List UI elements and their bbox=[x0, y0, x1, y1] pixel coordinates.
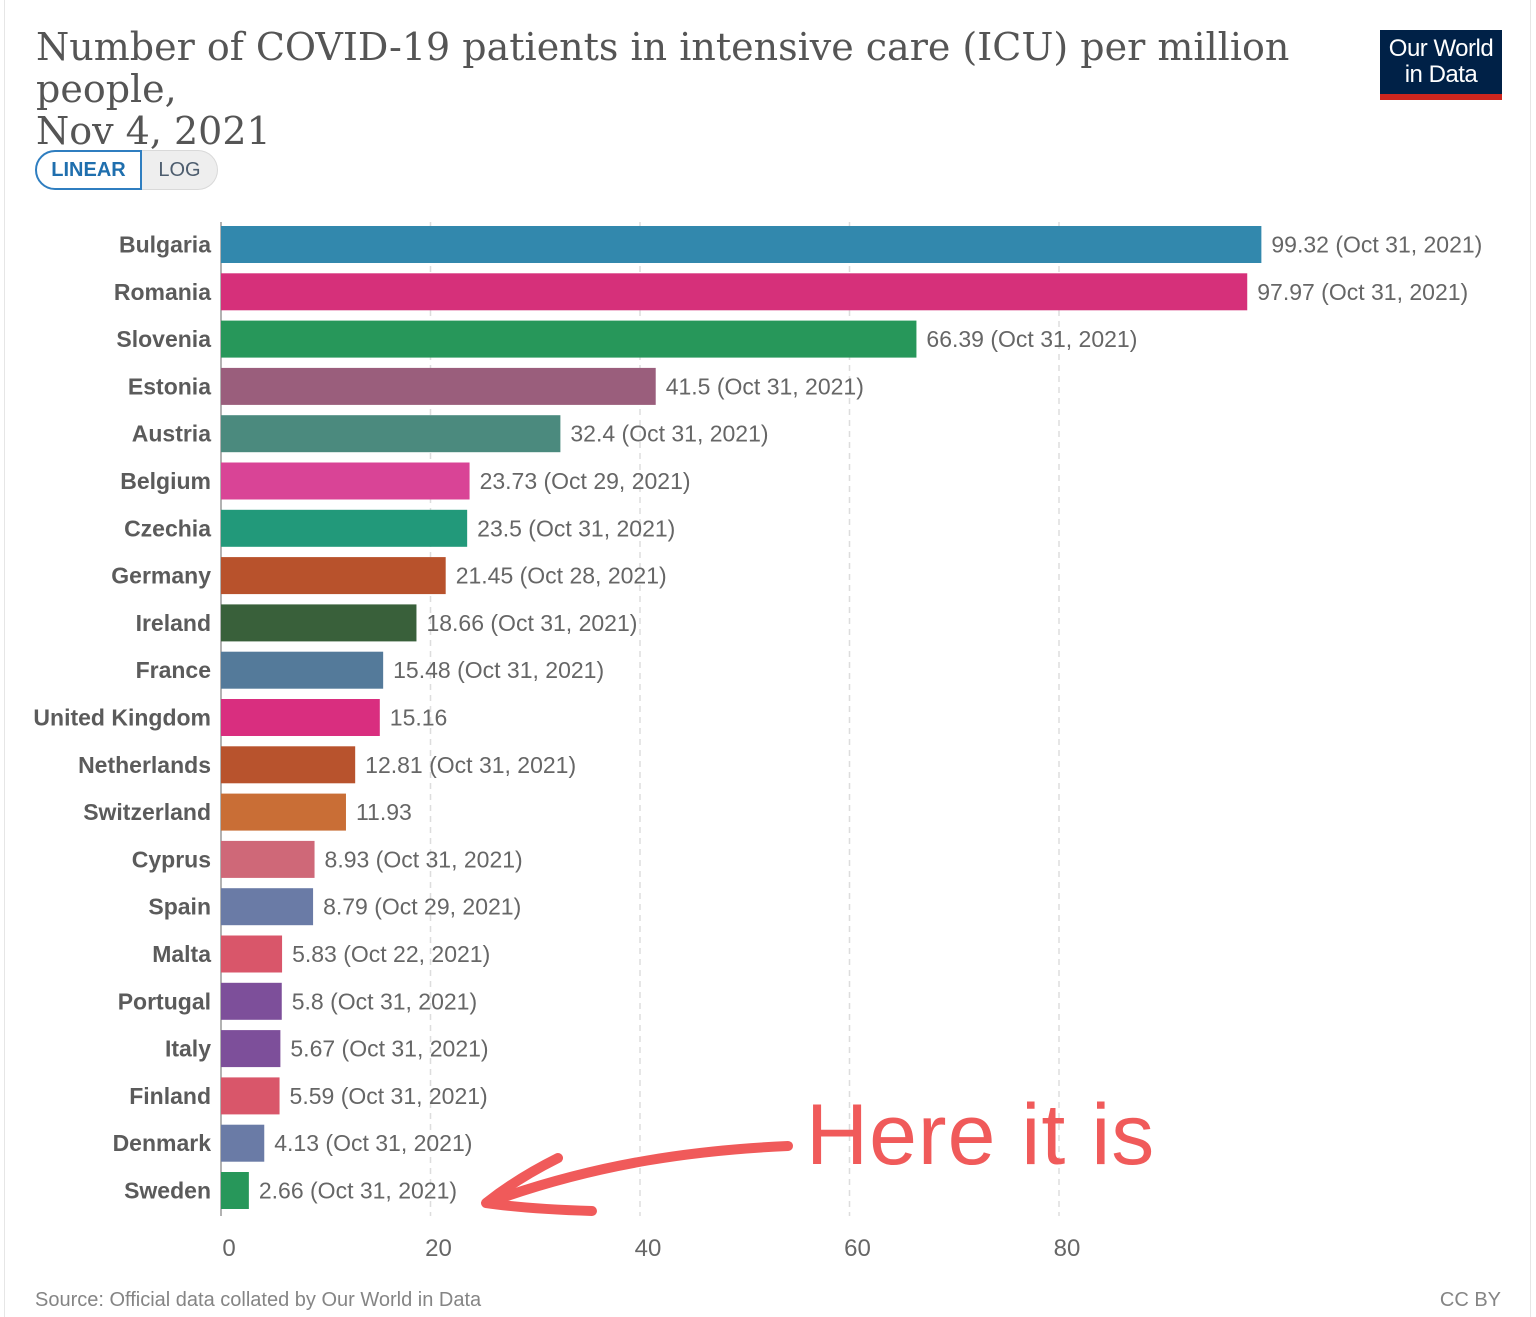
category-label: United Kingdom bbox=[33, 705, 211, 731]
value-label: 2.66 (Oct 31, 2021) bbox=[259, 1178, 457, 1204]
value-label: 23.73 (Oct 29, 2021) bbox=[480, 468, 691, 494]
category-label: Ireland bbox=[136, 610, 211, 636]
value-label: 12.81 (Oct 31, 2021) bbox=[365, 752, 576, 778]
category-label: Slovenia bbox=[116, 326, 211, 352]
category-label: Portugal bbox=[118, 988, 211, 1014]
license-link[interactable]: CC BY bbox=[1439, 1289, 1501, 1311]
value-label: 97.97 (Oct 31, 2021) bbox=[1257, 279, 1468, 305]
logo-line1: Our World bbox=[1388, 35, 1494, 62]
value-label: 5.8 (Oct 31, 2021) bbox=[292, 988, 477, 1014]
value-label: 5.83 (Oct 22, 2021) bbox=[292, 941, 490, 967]
category-label: Spain bbox=[148, 894, 211, 920]
category-label: Estonia bbox=[128, 373, 211, 399]
category-label: Bulgaria bbox=[119, 232, 211, 258]
x-tick-label: 40 bbox=[635, 1235, 662, 1262]
x-tick-label: 60 bbox=[844, 1235, 871, 1262]
bar bbox=[221, 462, 470, 500]
value-label: 4.13 (Oct 31, 2021) bbox=[274, 1130, 472, 1156]
bar bbox=[221, 840, 315, 878]
value-label: 11.93 bbox=[356, 799, 412, 825]
value-label: 32.4 (Oct 31, 2021) bbox=[570, 421, 768, 447]
category-label: Italy bbox=[165, 1036, 211, 1062]
bar bbox=[221, 793, 346, 831]
bar bbox=[221, 604, 417, 642]
category-label: France bbox=[136, 657, 211, 683]
bar bbox=[221, 746, 356, 784]
value-label: 99.32 (Oct 31, 2021) bbox=[1271, 232, 1482, 258]
category-label: Romania bbox=[114, 279, 211, 305]
value-label: 41.5 (Oct 31, 2021) bbox=[666, 373, 864, 399]
category-label: Czechia bbox=[124, 515, 211, 541]
category-label: Malta bbox=[152, 941, 211, 967]
bar bbox=[221, 1124, 265, 1162]
log-scale-button[interactable]: LOG bbox=[142, 150, 218, 190]
bar bbox=[221, 888, 314, 926]
category-label: Austria bbox=[132, 421, 211, 447]
x-tick-label: 80 bbox=[1054, 1235, 1081, 1262]
value-label: 15.16 bbox=[390, 705, 448, 731]
bar bbox=[221, 982, 282, 1020]
category-label: Switzerland bbox=[83, 799, 211, 825]
category-label: Finland bbox=[129, 1083, 211, 1109]
value-label: 15.48 (Oct 31, 2021) bbox=[393, 657, 604, 683]
value-label: 23.5 (Oct 31, 2021) bbox=[477, 515, 675, 541]
annotation-text: Here it is bbox=[806, 1087, 1156, 1183]
value-label: 66.39 (Oct 31, 2021) bbox=[926, 326, 1137, 352]
logo-line2: in Data bbox=[1404, 61, 1478, 88]
value-label: 5.67 (Oct 31, 2021) bbox=[290, 1036, 488, 1062]
bar bbox=[221, 273, 1248, 311]
bar bbox=[221, 557, 446, 595]
category-label: Cyprus bbox=[132, 846, 211, 872]
annotation-arrow-shaft bbox=[485, 1141, 793, 1207]
annotation-arrow-head bbox=[481, 1153, 597, 1216]
scale-toggle: LINEAR LOG bbox=[35, 150, 218, 190]
category-label: Germany bbox=[111, 563, 211, 589]
owid-logo[interactable]: Our World in Data bbox=[1380, 30, 1502, 100]
category-label: Netherlands bbox=[78, 752, 211, 778]
bar bbox=[221, 1030, 281, 1068]
bar bbox=[221, 509, 468, 547]
chart-title-line2: Nov 4, 2021 bbox=[36, 109, 271, 153]
linear-scale-button[interactable]: LINEAR bbox=[35, 150, 142, 190]
bar bbox=[221, 651, 384, 689]
value-label: 8.79 (Oct 29, 2021) bbox=[323, 894, 521, 920]
category-label: Denmark bbox=[113, 1130, 212, 1156]
source-note[interactable]: Source: Official data collated by Our Wo… bbox=[35, 1289, 482, 1311]
value-label: 18.66 (Oct 31, 2021) bbox=[426, 610, 637, 636]
value-label: 8.93 (Oct 31, 2021) bbox=[325, 846, 523, 872]
bar bbox=[221, 699, 380, 736]
chart-title-line1: Number of COVID-19 patients in intensive… bbox=[36, 25, 1290, 111]
bar bbox=[221, 415, 561, 453]
bar bbox=[221, 226, 1262, 263]
category-label: Belgium bbox=[120, 468, 211, 494]
bar bbox=[221, 935, 283, 973]
chart-frame bbox=[4, 0, 1531, 1317]
chart-title: Number of COVID-19 patients in intensive… bbox=[36, 26, 1336, 152]
x-tick-label: 20 bbox=[425, 1235, 452, 1262]
value-label: 21.45 (Oct 28, 2021) bbox=[456, 563, 667, 589]
x-tick-label: 0 bbox=[222, 1235, 235, 1262]
category-label: Sweden bbox=[124, 1178, 211, 1204]
bar bbox=[221, 320, 917, 358]
bar bbox=[221, 1172, 249, 1209]
bar bbox=[221, 367, 656, 405]
value-label: 5.59 (Oct 31, 2021) bbox=[290, 1083, 488, 1109]
bar bbox=[221, 1077, 280, 1115]
